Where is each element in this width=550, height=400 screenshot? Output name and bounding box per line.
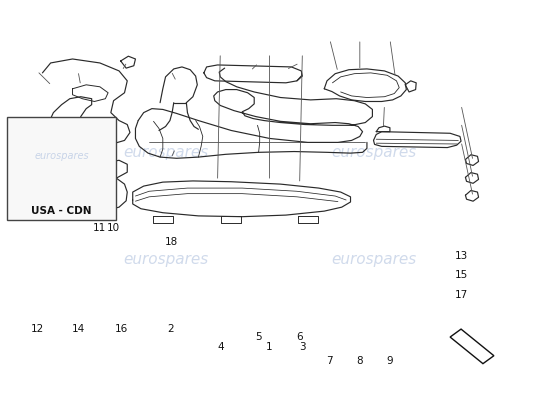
Text: 7: 7: [326, 356, 333, 366]
Text: eurospares: eurospares: [331, 252, 416, 267]
Text: USA - CDN: USA - CDN: [31, 206, 92, 216]
Text: 4: 4: [217, 342, 224, 352]
Text: 11: 11: [94, 223, 107, 233]
Text: 14: 14: [72, 324, 85, 334]
Text: 17: 17: [454, 290, 467, 300]
Text: eurospares: eurospares: [123, 145, 208, 160]
Text: 3: 3: [299, 342, 306, 352]
Text: 6: 6: [296, 332, 303, 342]
Text: 12: 12: [30, 324, 43, 334]
Text: 2: 2: [168, 324, 174, 334]
Text: 13: 13: [454, 251, 467, 261]
Text: 9: 9: [387, 356, 393, 366]
Text: eurospares: eurospares: [331, 145, 416, 160]
Polygon shape: [450, 329, 494, 364]
Text: 10: 10: [107, 223, 120, 233]
Text: 8: 8: [356, 356, 363, 366]
Text: 1: 1: [266, 342, 273, 352]
Bar: [7, 116, 116, 220]
Text: eurospares: eurospares: [34, 151, 89, 161]
Text: eurospares: eurospares: [123, 252, 208, 267]
Text: 5: 5: [255, 332, 262, 342]
Text: 16: 16: [115, 324, 128, 334]
Text: 15: 15: [454, 270, 467, 280]
Text: 18: 18: [164, 237, 178, 247]
